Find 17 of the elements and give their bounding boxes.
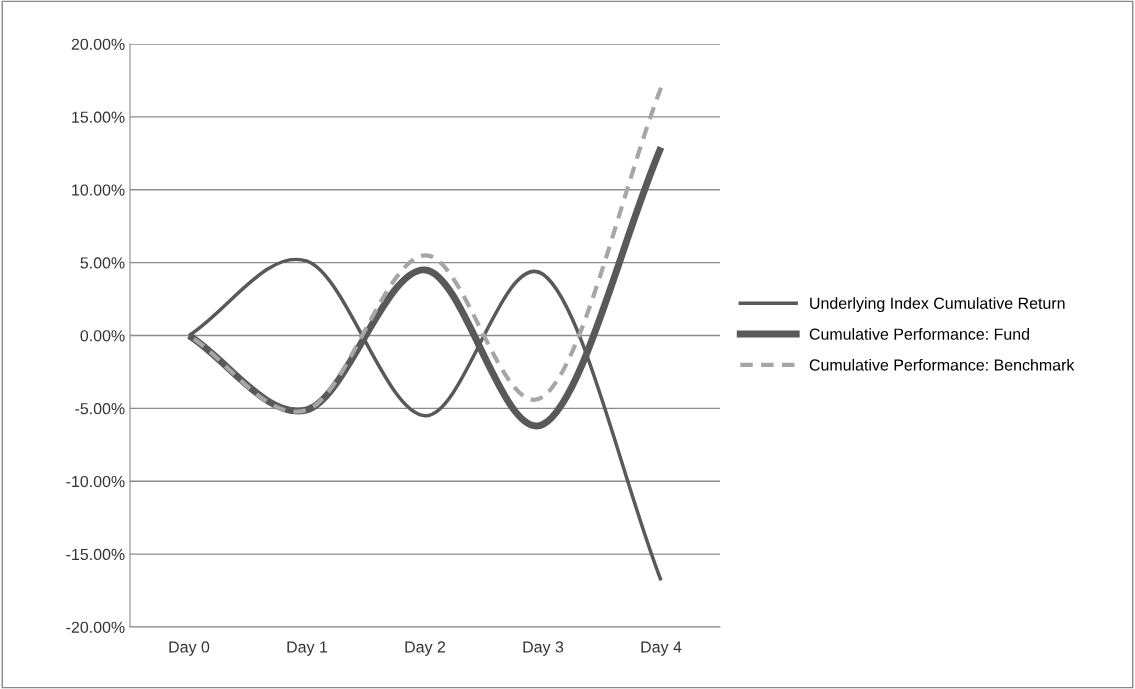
legend-label: Cumulative Performance: Benchmark	[809, 358, 1075, 371]
y-tick-label: -10.00%	[66, 475, 125, 488]
x-tick-label: Day 1	[287, 641, 328, 656]
x-tick-label: Day 4	[641, 641, 682, 656]
y-tick-label: -15.00%	[66, 548, 125, 561]
legend-label: Underlying Index Cumulative Return	[810, 297, 1065, 313]
x-tick-label: Day 0	[169, 641, 210, 656]
x-tick-label: Day 2	[405, 641, 446, 656]
y-tick-label: 15.00%	[72, 111, 125, 123]
y-tick-label: 5.00%	[80, 257, 125, 269]
y-tick-label: 20.00%	[71, 38, 125, 50]
x-tick-label: Day 3	[523, 641, 564, 656]
y-tick-label: 0.00%	[80, 330, 125, 342]
y-tick-label: -5.00%	[75, 403, 125, 415]
legend-label: Cumulative Performance: Fund	[809, 328, 1029, 340]
y-tick-label: 10.00%	[72, 184, 125, 196]
y-tick-label: -20.00%	[66, 621, 125, 633]
